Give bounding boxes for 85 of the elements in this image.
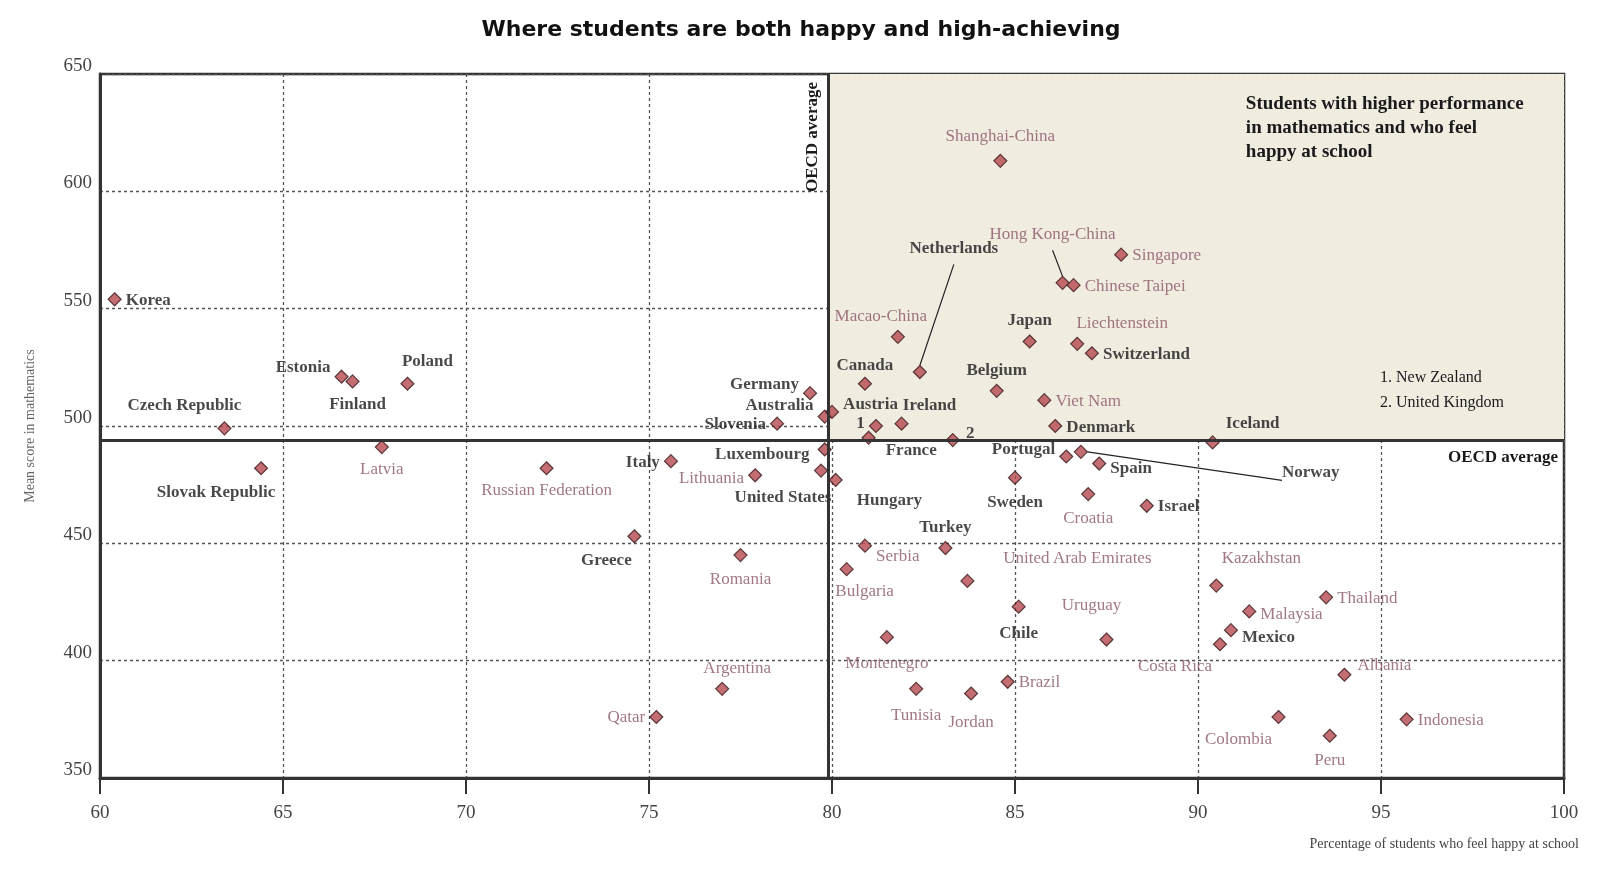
annotation: Romania (709, 569, 772, 589)
annotation: Iceland (1225, 413, 1281, 433)
annotation: Ireland (902, 394, 957, 414)
annotation: Sweden (987, 491, 1044, 511)
chart-title: Where students are both happy and high-achieving (481, 15, 1121, 41)
annotation: Japan (1007, 310, 1053, 330)
annotation: Malaysia (1260, 603, 1324, 623)
annotation: Kazakhstan (1221, 548, 1302, 568)
annotation: Estonia (275, 357, 331, 377)
annotation: Albania (1357, 655, 1412, 675)
ref-line-label: OECD average (1447, 447, 1559, 467)
x-tick-label: 70 (456, 801, 476, 822)
annotation: Macao-China (834, 305, 928, 325)
y-tick-label: 350 (63, 758, 92, 779)
annotation: Liechtenstein (1076, 312, 1169, 332)
annotation: Shanghai-China (945, 125, 1056, 145)
annotation: Peru (1314, 749, 1346, 769)
annotation: Russian Federation (481, 480, 613, 500)
annotation: Turkey (919, 516, 973, 536)
annotation: Hong Kong-China (989, 223, 1117, 243)
y-tick-label: 650 (63, 54, 92, 75)
annotation: Montenegro (845, 653, 929, 673)
annotation: United Arab Emirates (1003, 547, 1152, 567)
annotation: Uruguay (1061, 595, 1122, 615)
annotation: Germany (730, 373, 800, 393)
annotation: Canada (836, 354, 894, 374)
annotation: Mexico (1242, 626, 1295, 646)
y-tick-label: 500 (63, 406, 92, 427)
annotation: Belgium (966, 359, 1027, 379)
x-tick-label: 80 (822, 801, 842, 822)
annotation: Students with higher performance in mathematics and who feel happy at school (1245, 91, 1524, 161)
annotation: 1. New Zealand 2. United Kingdom (1380, 368, 1505, 411)
annotation: Switzerland (1102, 343, 1191, 363)
annotation: Latvia (360, 459, 404, 479)
x-tick-label: 85 (1005, 801, 1025, 822)
annotation: Colombia (1204, 729, 1273, 749)
annotation: Singapore (1132, 245, 1202, 265)
annotation: Costa Rica (1137, 656, 1213, 676)
annotation: Czech Republic (127, 395, 242, 415)
annotation: Finland (329, 393, 387, 413)
annotation: Chile (999, 622, 1039, 642)
annotation: Norway (1281, 462, 1341, 482)
x-tick-label: 60 (90, 801, 110, 822)
y-axis-title: Mean score in mathematics (21, 349, 37, 503)
annotation: Italy (625, 451, 661, 471)
annotation: Austria (843, 394, 899, 414)
annotation: Luxembourg (715, 443, 811, 463)
annotation: Bulgaria (835, 581, 895, 601)
x-tick-label: 90 (1188, 801, 1208, 822)
annotation: France (885, 440, 938, 460)
y-tick-label: 550 (63, 288, 92, 310)
x-tick-label: 100 (1549, 801, 1579, 822)
annotation: Slovenia (704, 414, 767, 434)
y-tick-label: 450 (63, 523, 92, 545)
annotation: Denmark (1066, 416, 1136, 436)
annotation: Korea (125, 289, 172, 309)
annotation: Indonesia (1417, 709, 1485, 729)
annotation: Israel (1157, 496, 1200, 516)
annotation: Brazil (1018, 672, 1061, 692)
annotation: Jordan (948, 711, 995, 731)
x-tick-label: 95 (1371, 801, 1391, 822)
x-tick-label: 65 (273, 801, 293, 822)
annotation: 2 (965, 422, 975, 442)
annotation: Tunisia (890, 704, 942, 724)
annotation: Spain (1110, 458, 1153, 478)
annotation: Lithuania (678, 467, 745, 487)
annotation: Hungary (856, 490, 923, 510)
annotation: Qatar (607, 707, 646, 727)
ref-line-label: OECD average (802, 81, 822, 193)
annotation: Croatia (1063, 508, 1114, 528)
y-tick-label: 600 (63, 171, 92, 193)
y-tick-label: 400 (63, 640, 92, 662)
annotation: Chinese Taipei (1084, 275, 1186, 295)
annotation: Australia (745, 395, 815, 415)
annotation: Serbia (876, 546, 920, 566)
annotation: Viet Nam (1055, 390, 1121, 410)
annotation: 1 (856, 412, 865, 432)
annotation: Poland (401, 350, 454, 370)
annotation: Greece (581, 550, 633, 570)
annotation: Portugal (991, 439, 1056, 459)
annotation: Slovak Republic (156, 482, 276, 502)
annotation: Argentina (703, 657, 772, 677)
x-tick-label: 75 (639, 801, 659, 822)
x-axis-title: Percentage of students who feel happy at school (1309, 835, 1580, 851)
annotation: Thailand (1337, 587, 1399, 607)
